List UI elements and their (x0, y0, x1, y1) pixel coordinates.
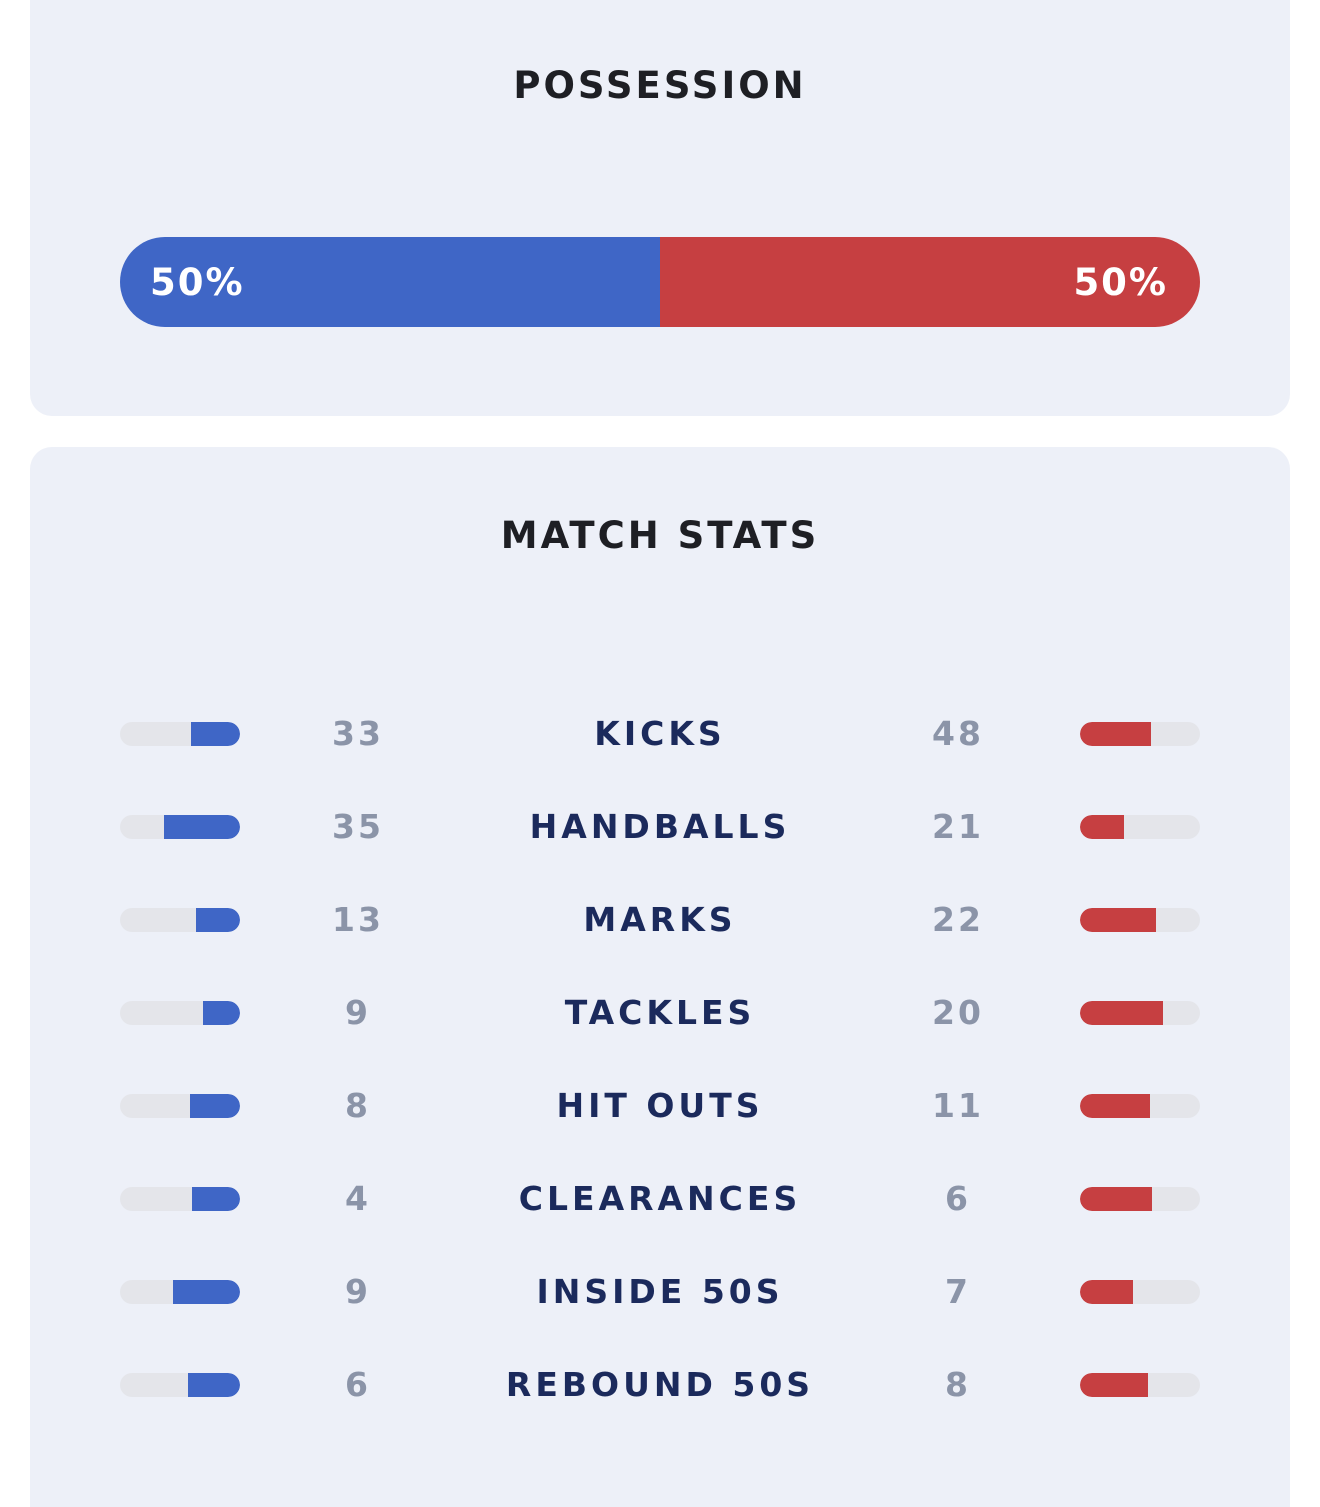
home-stat-bar-fill (195, 908, 240, 932)
possession-bar: 50% 50% (120, 237, 1200, 327)
away-stat-bar-fill (1080, 1001, 1163, 1025)
away-stat-bar (1080, 1001, 1200, 1025)
home-stat-bar-fill (188, 1373, 240, 1397)
stat-label: TACKLES (564, 993, 756, 1032)
away-stat-bar-fill (1080, 1187, 1152, 1211)
home-stat-bar (120, 722, 240, 746)
home-stat-value: 9 (345, 993, 371, 1032)
away-stat-value: 11 (932, 1086, 984, 1125)
stat-row-inside-50s: 9 INSIDE 50S 7 (30, 1245, 1290, 1338)
home-stat-bar-fill (202, 1001, 240, 1025)
match-stats-list: 33 KICKS 48 35 HANDBALLS 21 13 MARKS 22 … (30, 687, 1290, 1431)
home-stat-bar (120, 1373, 240, 1397)
stat-row-rebound-50s: 6 REBOUND 50S 8 (30, 1338, 1290, 1431)
away-stat-bar (1080, 1187, 1200, 1211)
home-stat-bar-fill (164, 815, 240, 839)
away-stat-bar-fill (1080, 722, 1151, 746)
possession-title: POSSESSION (513, 64, 807, 107)
home-stat-bar (120, 1094, 240, 1118)
stat-label: CLEARANCES (518, 1179, 802, 1218)
home-stat-value: 13 (332, 900, 384, 939)
away-stat-bar-fill (1080, 1280, 1133, 1304)
stat-label: INSIDE 50S (536, 1272, 784, 1311)
match-stats-card: MATCH STATS 33 KICKS 48 35 HANDBALLS 21 … (30, 447, 1290, 1507)
away-stat-bar (1080, 815, 1200, 839)
home-stat-bar-fill (189, 1094, 240, 1118)
away-stat-bar-fill (1080, 815, 1125, 839)
home-stat-bar (120, 1187, 240, 1211)
possession-home-segment: 50% (120, 237, 660, 327)
away-stat-value: 48 (932, 714, 984, 753)
home-stat-value: 8 (345, 1086, 371, 1125)
home-stat-bar (120, 1001, 240, 1025)
stat-row-marks: 13 MARKS 22 (30, 873, 1290, 966)
away-stat-bar (1080, 1094, 1200, 1118)
home-stat-value: 4 (345, 1179, 371, 1218)
stat-row-handballs: 35 HANDBALLS 21 (30, 780, 1290, 873)
home-stat-value: 35 (332, 807, 384, 846)
possession-home-percent: 50% (150, 260, 245, 304)
away-stat-bar (1080, 1280, 1200, 1304)
home-stat-bar (120, 815, 240, 839)
away-stat-value: 20 (932, 993, 984, 1032)
away-stat-bar-fill (1080, 908, 1156, 932)
home-stat-value: 33 (332, 714, 384, 753)
stat-label: REBOUND 50S (505, 1365, 815, 1404)
away-stat-value: 6 (945, 1179, 971, 1218)
away-stat-value: 21 (932, 807, 984, 846)
possession-away-percent: 50% (1073, 260, 1168, 304)
stat-label: KICKS (594, 714, 726, 753)
away-stat-value: 8 (945, 1365, 971, 1404)
home-stat-bar-fill (172, 1280, 240, 1304)
away-stat-bar-fill (1080, 1373, 1149, 1397)
away-stat-value: 7 (945, 1272, 971, 1311)
possession-card: POSSESSION 50% 50% (30, 0, 1290, 416)
away-stat-value: 22 (932, 900, 984, 939)
home-stat-bar (120, 908, 240, 932)
away-stat-bar-fill (1080, 1094, 1150, 1118)
stat-row-tackles: 9 TACKLES 20 (30, 966, 1290, 1059)
home-stat-bar-fill (192, 1187, 240, 1211)
away-stat-bar (1080, 722, 1200, 746)
stat-row-kicks: 33 KICKS 48 (30, 687, 1290, 780)
stat-label: HIT OUTS (556, 1086, 764, 1125)
stat-row-hit-outs: 8 HIT OUTS 11 (30, 1059, 1290, 1152)
stat-row-clearances: 4 CLEARANCES 6 (30, 1152, 1290, 1245)
home-stat-bar (120, 1280, 240, 1304)
away-stat-bar (1080, 908, 1200, 932)
stat-label: MARKS (583, 900, 737, 939)
home-stat-bar-fill (190, 722, 240, 746)
away-stat-bar (1080, 1373, 1200, 1397)
possession-away-segment: 50% (660, 237, 1200, 327)
stat-label: HANDBALLS (529, 807, 791, 846)
home-stat-value: 9 (345, 1272, 371, 1311)
home-stat-value: 6 (345, 1365, 371, 1404)
match-stats-title: MATCH STATS (500, 514, 820, 557)
